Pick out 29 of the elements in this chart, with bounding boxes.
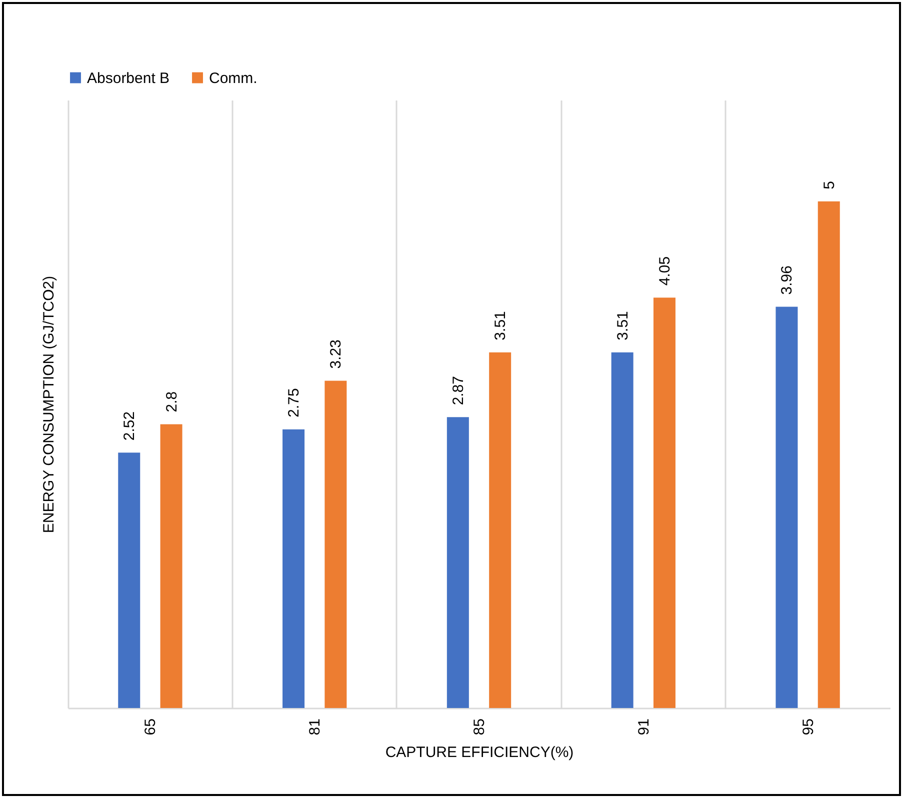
x-tick-label: 81 — [306, 718, 324, 736]
bar — [324, 380, 347, 708]
y-axis-title: ENERGY CONSUMPTION (GJ/TCO2) — [40, 276, 58, 534]
bar — [611, 352, 634, 708]
x-tick-label: 95 — [800, 718, 817, 736]
data-label: 3.51 — [614, 311, 632, 340]
legend-label: Absorbent B — [87, 70, 170, 87]
data-label: 3.96 — [778, 266, 796, 295]
data-label: 4.05 — [656, 256, 674, 286]
bar — [776, 306, 798, 708]
bar — [653, 298, 676, 708]
bar — [446, 417, 469, 708]
x-tick-label: 91 — [635, 718, 652, 736]
data-label: 2.8 — [163, 391, 180, 412]
bar — [282, 429, 305, 708]
data-label: 2.87 — [450, 376, 467, 406]
data-label: 2.75 — [286, 388, 303, 418]
x-tick-label: 85 — [471, 718, 488, 736]
bar — [160, 424, 182, 708]
bar — [818, 201, 840, 708]
x-axis-title: CAPTURE EFFICIENCY(%) — [385, 744, 574, 762]
data-label: 2.52 — [121, 411, 138, 441]
data-label: 3.51 — [492, 311, 510, 340]
bar — [118, 452, 140, 708]
data-label: 3.23 — [328, 339, 345, 369]
data-label: 5 — [820, 180, 838, 190]
legend-label: Comm. — [209, 70, 258, 87]
x-tick-label: 65 — [142, 718, 160, 736]
bar — [489, 352, 512, 708]
